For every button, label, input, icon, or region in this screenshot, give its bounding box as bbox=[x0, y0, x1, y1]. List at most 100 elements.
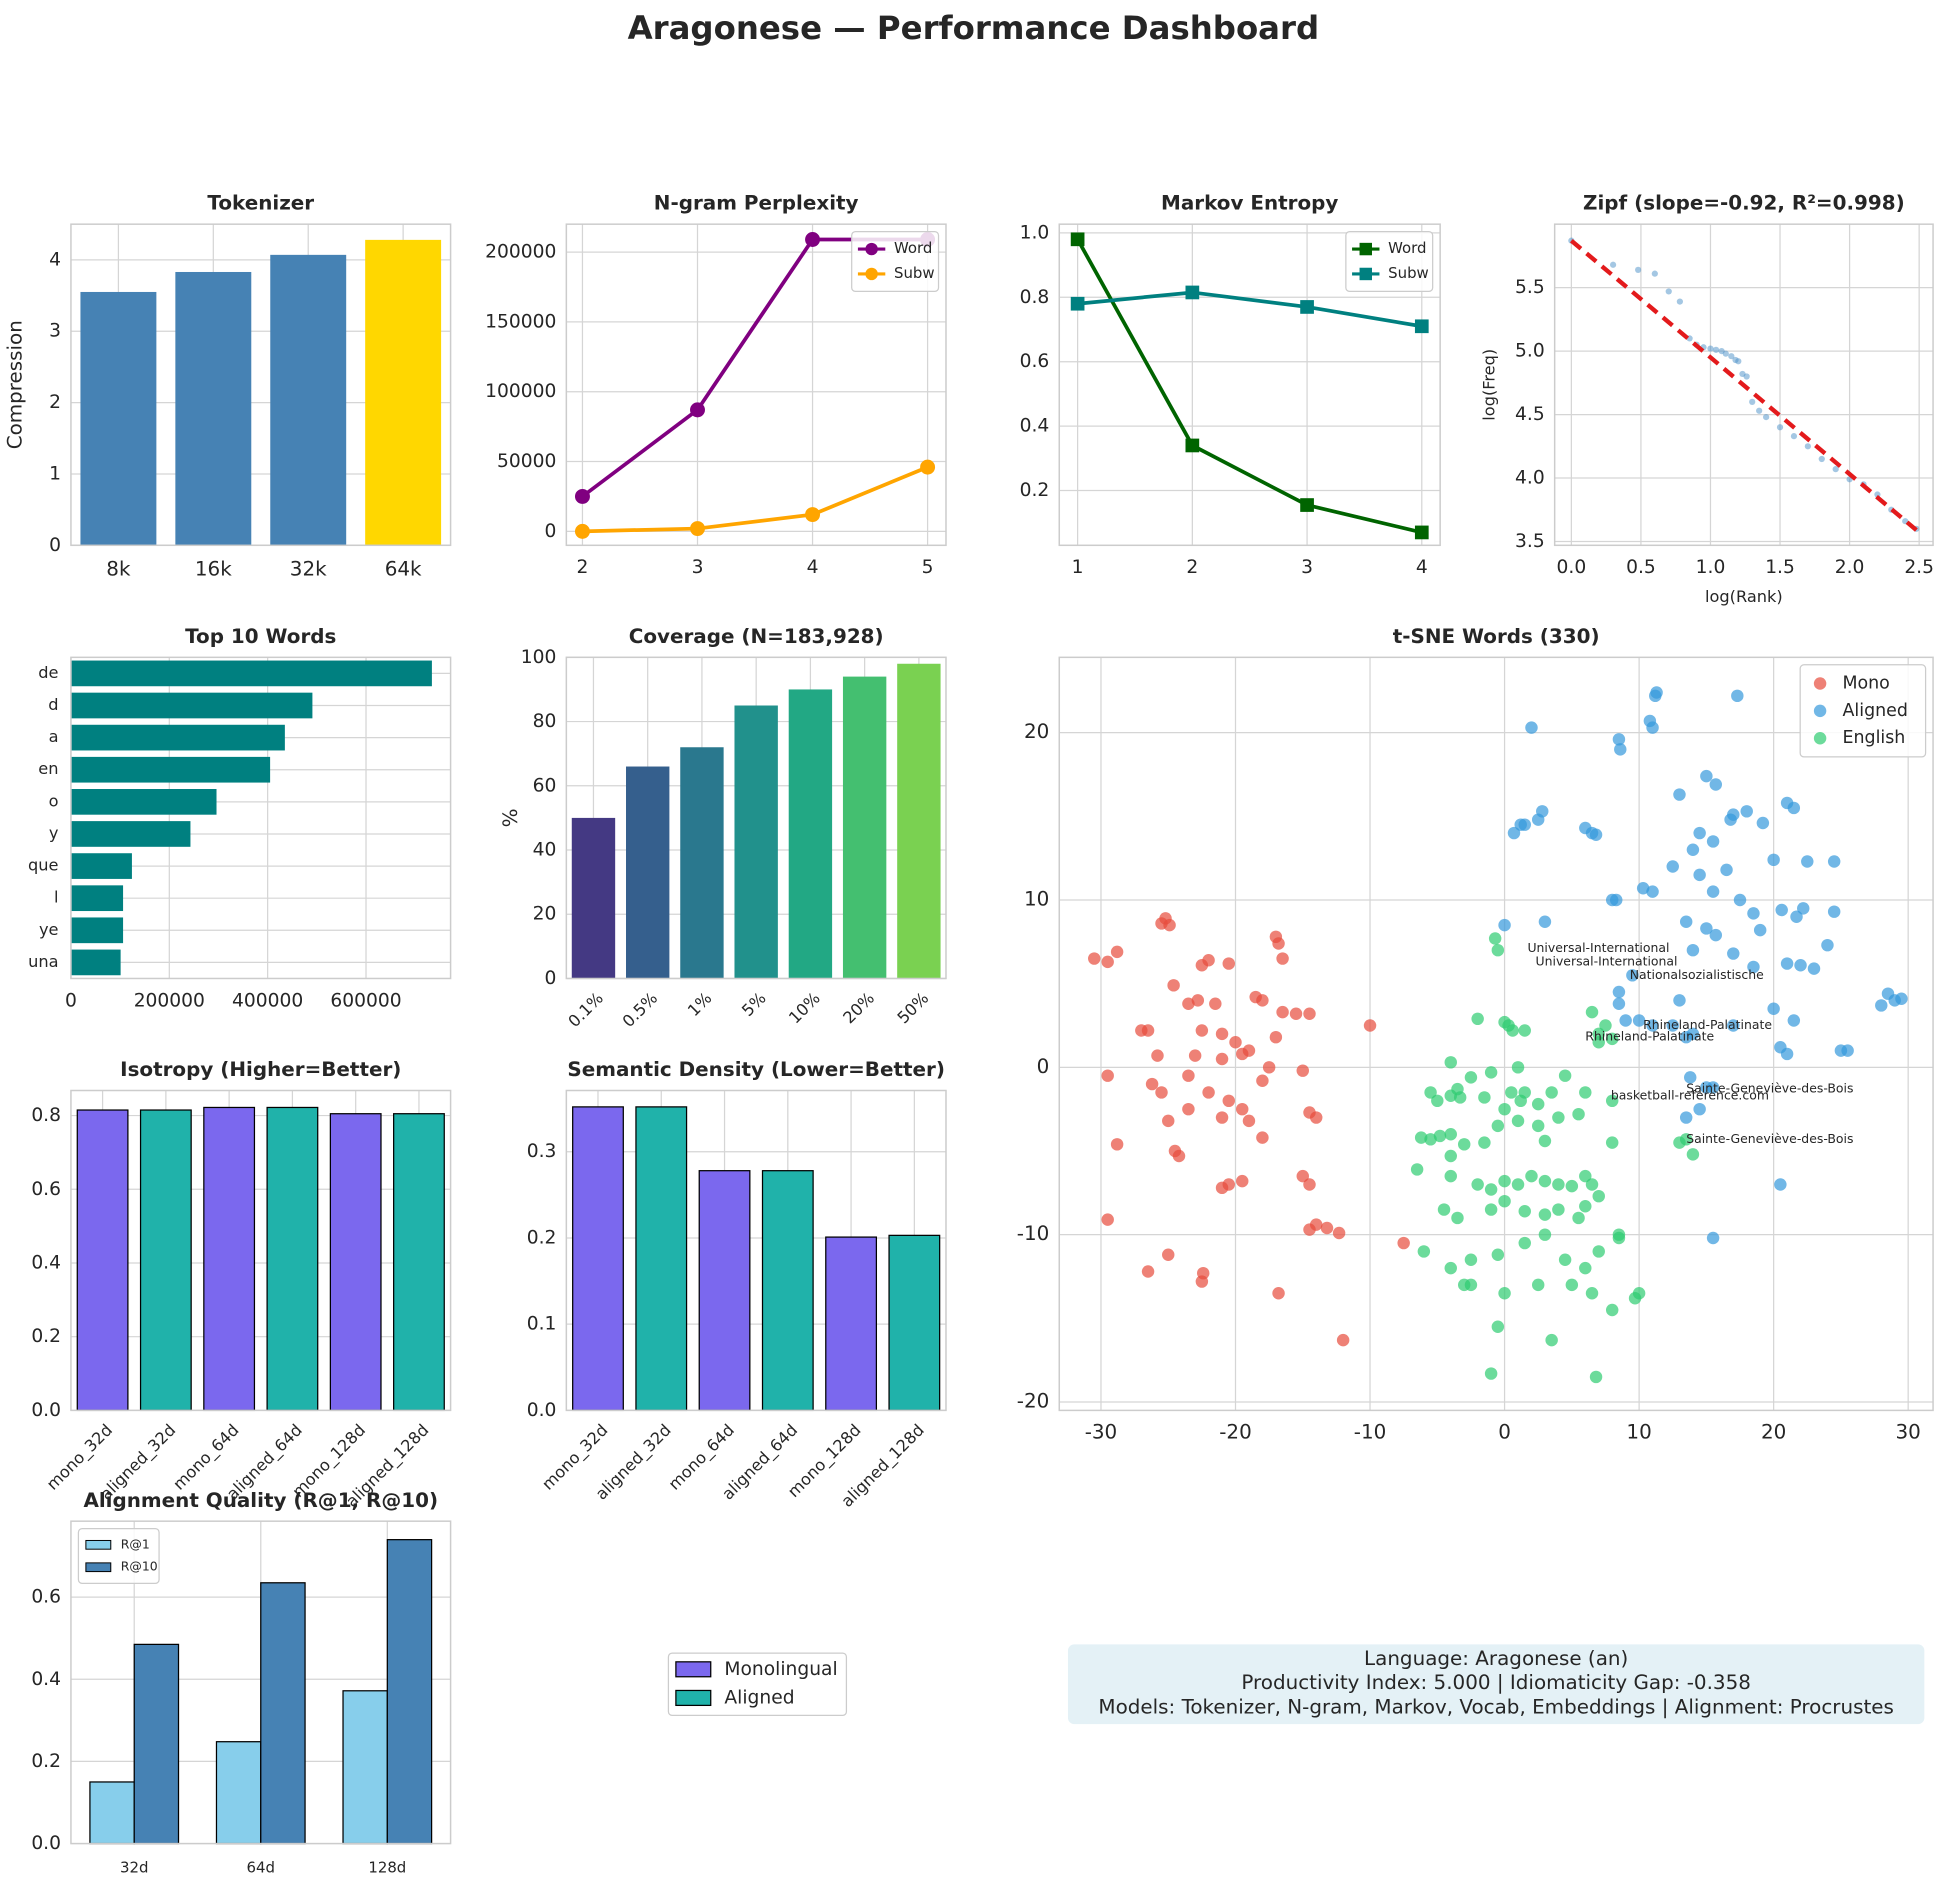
bar bbox=[734, 705, 778, 979]
marker bbox=[805, 232, 821, 247]
point bbox=[1536, 805, 1549, 818]
point bbox=[1589, 1370, 1603, 1384]
point bbox=[1101, 1213, 1114, 1226]
y-tick-label: o bbox=[49, 791, 59, 810]
point bbox=[1276, 952, 1289, 965]
plot-frame bbox=[565, 1089, 947, 1412]
point bbox=[1612, 1231, 1626, 1245]
annotation: Rhineland-Palatinate bbox=[1643, 1017, 1772, 1032]
point bbox=[1431, 1094, 1444, 1108]
legend-marker bbox=[865, 242, 878, 256]
point bbox=[1727, 947, 1740, 960]
point bbox=[1612, 733, 1626, 746]
x-tick-label: 4 bbox=[1416, 557, 1428, 578]
x-tick-label: 2 bbox=[1186, 557, 1198, 578]
point bbox=[1686, 1148, 1700, 1161]
point bbox=[1457, 1278, 1471, 1292]
point bbox=[1507, 826, 1521, 840]
info-line: Models: Tokenizer, N-gram, Markov, Vocab… bbox=[1098, 1695, 1893, 1718]
point bbox=[1531, 1119, 1545, 1133]
x-tick-label: 1.5 bbox=[1765, 557, 1795, 578]
point bbox=[1433, 1129, 1447, 1143]
point bbox=[1451, 1211, 1464, 1225]
x-tick-label: 1 bbox=[1072, 557, 1084, 578]
point bbox=[1506, 1024, 1519, 1037]
y-tick-label: 20 bbox=[1024, 720, 1049, 743]
point bbox=[1202, 1086, 1215, 1099]
plot-frame bbox=[565, 223, 947, 547]
point bbox=[1310, 1218, 1323, 1231]
x-tick-label: 600000 bbox=[330, 990, 401, 1011]
point bbox=[1743, 373, 1750, 380]
y-tick-label: 0.6 bbox=[31, 1179, 61, 1200]
y-tick-label: 2 bbox=[49, 392, 61, 413]
point bbox=[1804, 443, 1811, 450]
point bbox=[1215, 1111, 1229, 1124]
point bbox=[1605, 1136, 1619, 1149]
legend-label: Aligned bbox=[724, 1687, 794, 1708]
y-tick-label: 3.5 bbox=[1515, 531, 1545, 552]
marker bbox=[574, 488, 590, 504]
panel-title: Coverage (N=183,928) bbox=[629, 625, 884, 648]
point bbox=[1794, 959, 1807, 972]
point bbox=[1673, 788, 1686, 801]
point bbox=[1289, 1007, 1303, 1021]
point bbox=[1236, 1102, 1249, 1116]
legend-marker bbox=[1813, 677, 1827, 690]
point bbox=[1437, 1203, 1451, 1216]
y-tick-label: una bbox=[28, 952, 58, 971]
marker bbox=[1185, 285, 1200, 300]
point bbox=[1478, 1091, 1491, 1104]
point bbox=[1444, 1149, 1457, 1163]
point bbox=[1272, 1287, 1285, 1300]
point bbox=[1787, 801, 1801, 815]
y-tick-label: 100000 bbox=[485, 381, 556, 402]
bar bbox=[70, 885, 124, 912]
legend-label: Monolingual bbox=[724, 1659, 837, 1680]
point bbox=[1832, 466, 1839, 473]
y-tick-label: 10 bbox=[1024, 887, 1049, 910]
point bbox=[1538, 915, 1552, 928]
y-tick-label: 0.4 bbox=[31, 1669, 61, 1690]
point bbox=[1679, 1111, 1693, 1124]
point bbox=[1579, 1261, 1592, 1275]
bar bbox=[842, 676, 887, 979]
y-tick-label: 50000 bbox=[497, 451, 556, 472]
y-tick-label: d bbox=[48, 695, 58, 714]
point bbox=[1538, 1208, 1552, 1221]
point bbox=[1525, 721, 1538, 734]
point bbox=[1731, 689, 1744, 703]
y-tick-label: 1.0 bbox=[1020, 222, 1050, 243]
point bbox=[1609, 261, 1617, 268]
bar bbox=[626, 766, 670, 979]
x-tick-label: 32k bbox=[290, 558, 327, 581]
point bbox=[1720, 863, 1733, 877]
panel-title: Tokenizer bbox=[207, 192, 314, 215]
y-tick-label: 4 bbox=[49, 249, 61, 270]
point bbox=[1162, 1248, 1175, 1261]
point bbox=[1229, 1036, 1242, 1049]
point bbox=[1753, 923, 1767, 937]
point bbox=[1209, 997, 1222, 1010]
point bbox=[1756, 407, 1763, 414]
bar bbox=[70, 724, 285, 751]
point bbox=[1188, 1049, 1202, 1062]
point bbox=[1774, 1178, 1787, 1191]
point bbox=[1397, 1236, 1410, 1250]
x-tick-label: 16k bbox=[195, 558, 232, 581]
point bbox=[1628, 1292, 1642, 1305]
point bbox=[1414, 1131, 1428, 1144]
point bbox=[1101, 955, 1114, 969]
bar bbox=[680, 747, 724, 979]
marker bbox=[1070, 232, 1085, 247]
x-tick-label: 0.5% bbox=[619, 988, 661, 1030]
point bbox=[1565, 1278, 1579, 1292]
y-tick-label: -20 bbox=[1017, 1390, 1050, 1413]
legend-label: English bbox=[1842, 728, 1905, 748]
legend-marker bbox=[865, 267, 878, 281]
bar bbox=[897, 663, 941, 979]
y-tick-label: 80 bbox=[533, 711, 557, 732]
point bbox=[1110, 945, 1124, 959]
point bbox=[1336, 1333, 1350, 1347]
point bbox=[1724, 813, 1737, 826]
